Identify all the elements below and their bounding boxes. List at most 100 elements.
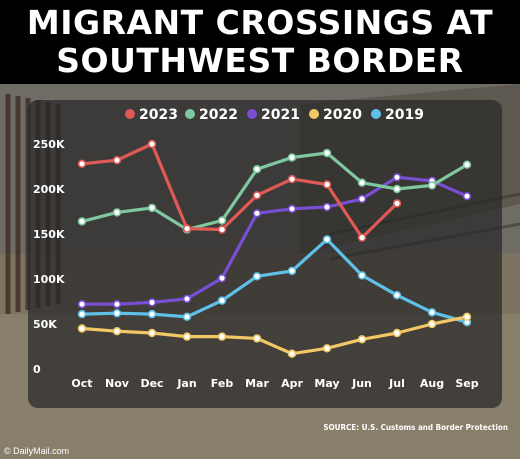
data-point <box>357 194 367 204</box>
x-tick-label: Sep <box>455 377 478 390</box>
data-point <box>287 349 297 358</box>
legend: 2023 2022 2021 2020 2019 <box>125 107 424 123</box>
data-point <box>217 332 227 341</box>
legend-item-2022: 2022 <box>185 107 238 123</box>
data-point <box>252 209 262 218</box>
legend-marker <box>125 109 135 119</box>
data-point <box>182 224 192 233</box>
data-point <box>147 139 157 149</box>
x-tick-label: Jul <box>388 377 405 390</box>
series-line <box>81 315 468 356</box>
data-point <box>217 225 227 234</box>
data-point <box>322 235 332 244</box>
data-point <box>427 308 437 317</box>
data-point <box>252 272 262 281</box>
legend-marker <box>185 109 195 119</box>
data-point <box>357 233 367 242</box>
title-line-2: SOUTHWEST BORDER <box>56 41 464 80</box>
title-line-1: MIGRANT CROSSINGS AT <box>26 3 494 42</box>
y-tick-label: 0 <box>33 363 41 376</box>
data-point <box>112 309 122 318</box>
x-tick-label: Oct <box>71 377 92 390</box>
data-point <box>322 180 332 189</box>
data-point <box>322 344 332 353</box>
y-axis: 0 50K 100K 150K 200K 250K <box>33 138 65 376</box>
legend-marker <box>371 109 381 119</box>
data-point <box>287 204 297 214</box>
data-point <box>392 173 402 182</box>
data-point <box>322 202 332 212</box>
series-2020 <box>77 312 472 358</box>
legend-label: 2021 <box>261 107 300 123</box>
data-point <box>182 332 192 341</box>
data-point <box>147 309 157 319</box>
series-2022 <box>77 148 472 234</box>
x-tick-label: Jun <box>351 377 372 390</box>
data-point <box>392 184 402 194</box>
x-tick-label: Mar <box>245 377 269 390</box>
legend-marker <box>247 109 257 119</box>
legend-label: 2023 <box>139 107 178 123</box>
legend-item-2019: 2019 <box>371 107 424 123</box>
data-point <box>287 174 297 184</box>
series-line <box>81 142 399 240</box>
data-point <box>462 191 472 201</box>
data-point <box>357 335 367 344</box>
data-point <box>147 328 157 338</box>
series-2021 <box>77 173 472 309</box>
data-point <box>112 300 122 309</box>
data-point <box>462 160 472 169</box>
series-line <box>81 151 468 232</box>
series-2019 <box>77 235 472 327</box>
x-tick-label: Apr <box>281 377 303 390</box>
x-tick-label: Feb <box>211 377 234 390</box>
x-axis: Oct Nov Dec Jan Feb Mar Apr May Jun Jul Aug Sep <box>71 377 478 390</box>
y-tick-label: 100K <box>33 273 65 286</box>
data-point <box>427 319 437 329</box>
series-line <box>81 237 468 324</box>
data-point <box>182 294 192 304</box>
data-point <box>217 273 227 283</box>
data-point <box>287 153 297 162</box>
series-line <box>82 175 468 306</box>
data-point <box>427 181 437 190</box>
legend-item-2021: 2021 <box>247 107 300 123</box>
x-tick-label: Nov <box>105 377 130 390</box>
data-point <box>287 266 297 276</box>
data-point <box>77 324 87 333</box>
data-point <box>357 178 367 187</box>
legend-marker <box>309 109 319 119</box>
data-point <box>112 155 122 165</box>
data-point <box>392 328 402 338</box>
y-tick-label: 200K <box>33 183 65 196</box>
data-point <box>77 217 87 226</box>
x-tick-label: Dec <box>140 377 163 390</box>
data-point <box>392 199 402 208</box>
y-tick-label: 50K <box>33 318 57 331</box>
y-tick-label: 250K <box>33 138 65 151</box>
legend-label: 2020 <box>323 107 362 123</box>
series-group <box>77 139 472 358</box>
data-point <box>252 191 262 200</box>
data-point <box>147 203 157 213</box>
data-point <box>77 309 87 319</box>
data-point <box>357 271 367 280</box>
chart-panel <box>28 100 502 408</box>
chart-title: MIGRANT CROSSINGS AT SOUTHWEST BORDER <box>0 0 520 84</box>
data-point <box>217 296 227 305</box>
data-point <box>322 148 332 158</box>
data-point <box>112 327 122 336</box>
data-point <box>112 208 122 217</box>
y-tick-label: 150K <box>33 228 65 241</box>
data-point <box>392 291 402 300</box>
publisher-logo: © DailyMail.com <box>4 446 70 456</box>
data-point <box>77 300 87 309</box>
x-tick-label: May <box>314 377 339 390</box>
line-chart: 2023 2022 2021 2020 2019 0 50K 100K 150K 200K 250… <box>33 107 479 390</box>
legend-label: 2022 <box>199 107 238 123</box>
series-2023 <box>77 139 402 242</box>
data-point <box>217 216 227 225</box>
source-note: SOURCE: U.S. Customs and Border Protecti… <box>323 423 508 432</box>
data-point <box>462 312 472 322</box>
